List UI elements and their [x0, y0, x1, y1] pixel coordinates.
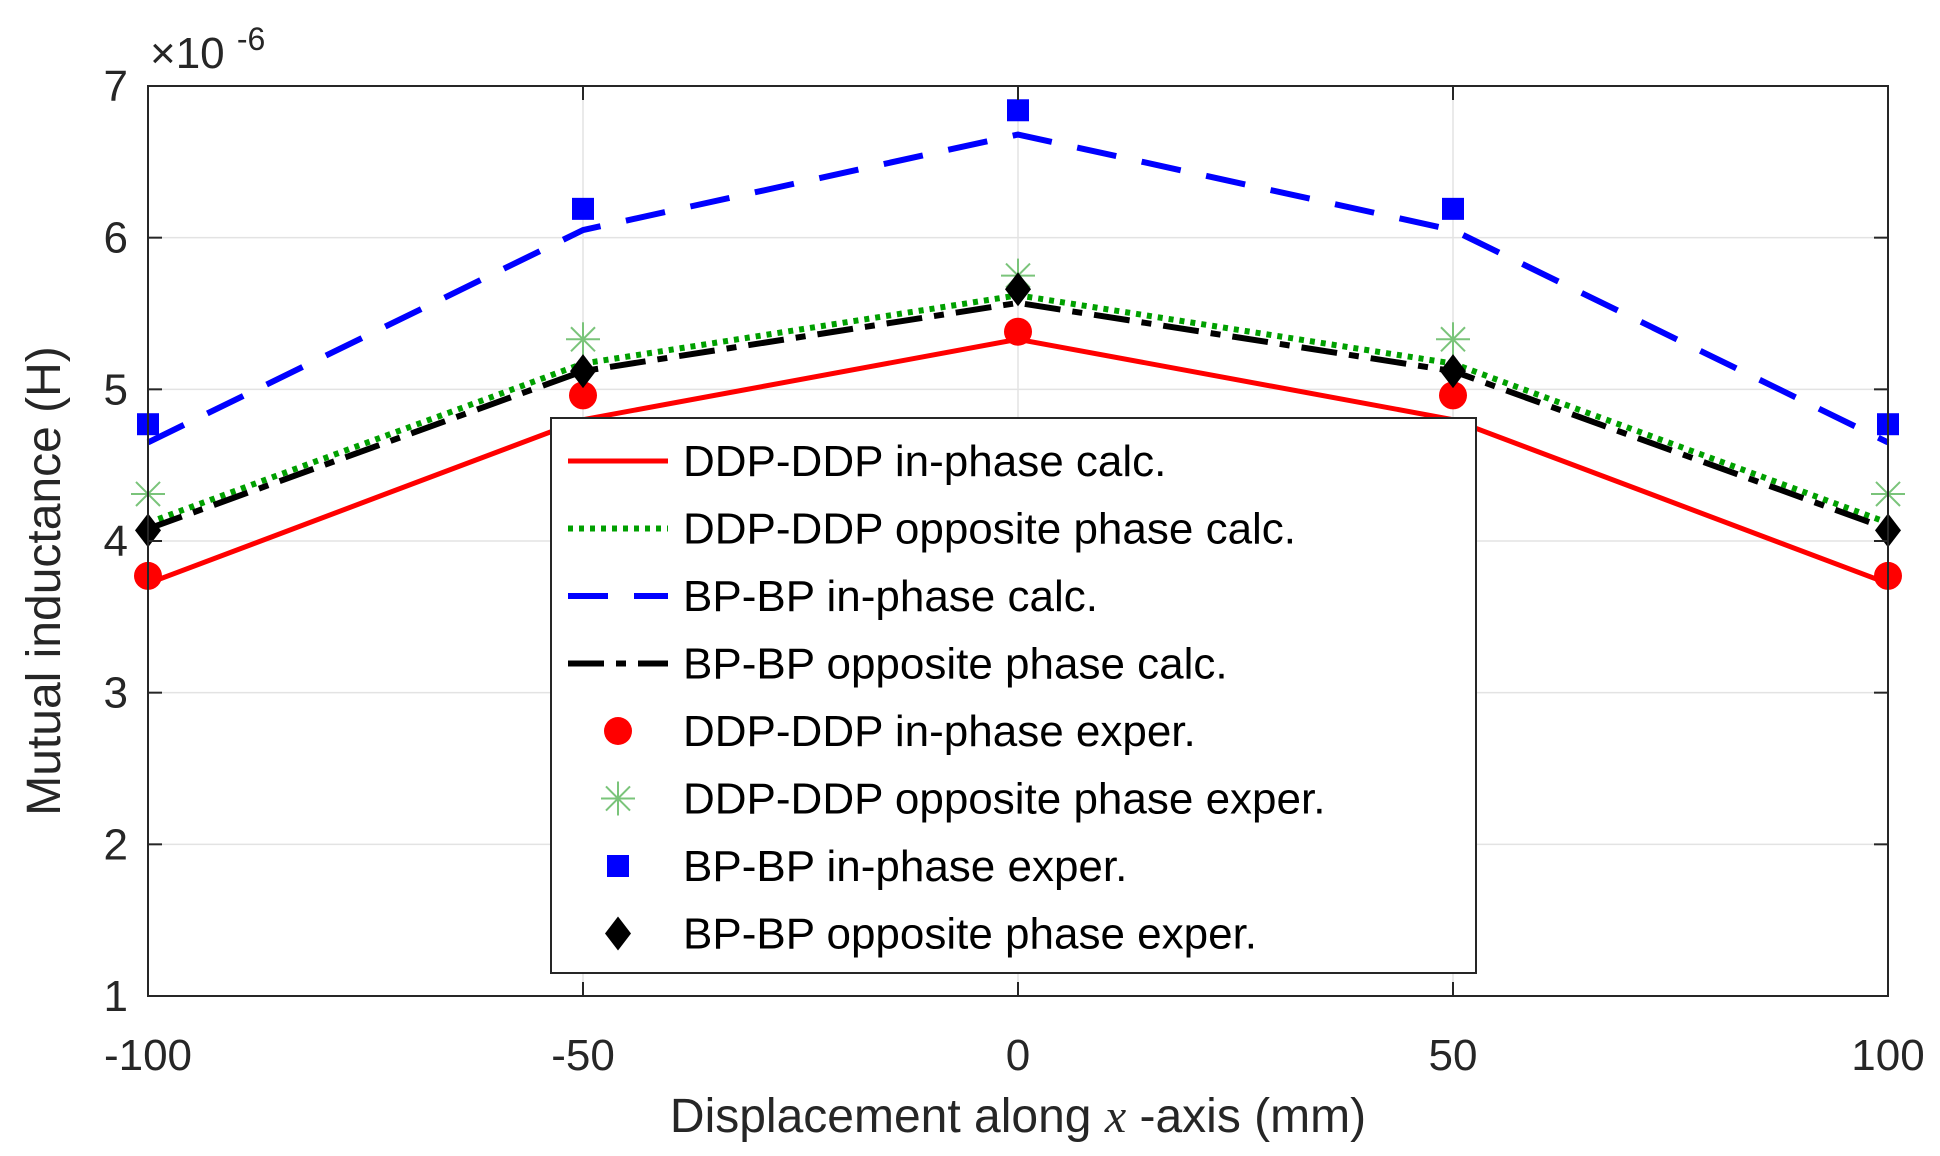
x-tick-label: 50: [1429, 1031, 1478, 1080]
data-point-circle: [569, 381, 597, 410]
x-axis-title-italic: x: [1104, 1090, 1126, 1143]
y-tick-label: 6: [104, 214, 128, 263]
legend-swatch-asterisk: [601, 781, 635, 816]
axis-ticks: -100 -50 0 50 100 1 2 3 4 5 6 7: [104, 62, 1925, 1080]
data-point-asterisk: [1436, 322, 1470, 357]
legend-entry-label: DDP-DDP in-phase exper.: [683, 707, 1196, 756]
x-tick-label: -100: [104, 1031, 192, 1080]
asterisk-stroke: [605, 785, 631, 812]
data-point-asterisk: [566, 322, 600, 357]
data-point-diamond: [1440, 354, 1466, 389]
legend: DDP-DDP in-phase calc. DDP-DDP opposite p…: [550, 417, 1477, 974]
legend-entry-label: BP-BP opposite phase exper.: [683, 910, 1257, 959]
series-line-3: [146, 299, 1890, 532]
y-tick-label: 4: [104, 517, 128, 566]
x-axis-title: Displacement along x -axis (mm): [670, 1090, 1366, 1143]
data-point-square: [572, 197, 594, 220]
legend-entry-label: DDP-DDP in-phase calc.: [683, 437, 1166, 486]
y-exponent-power: -6: [237, 21, 265, 57]
legend-entry-label: DDP-DDP opposite phase calc.: [683, 505, 1296, 554]
y-tick-label: 7: [104, 62, 128, 111]
data-point-circle: [1004, 317, 1032, 346]
y-tick-label: 5: [104, 365, 128, 414]
legend-entry-label: BP-BP in-phase exper.: [683, 842, 1127, 891]
x-axis-title-after: -axis (mm): [1139, 1090, 1366, 1143]
data-point-square: [1007, 99, 1029, 122]
legend-box: [550, 417, 1477, 974]
x-tick-label: -50: [551, 1031, 615, 1080]
x-axis-title-before: Displacement along: [670, 1090, 1105, 1143]
asterisk-stroke: [570, 326, 596, 353]
data-point-diamond: [570, 354, 596, 389]
y-tick-label: 2: [104, 820, 128, 869]
y-tick-label: 1: [104, 972, 128, 1021]
legend-entry-label: BP-BP opposite phase calc.: [683, 640, 1228, 689]
data-point-circle: [1439, 381, 1467, 410]
data-point-square: [1442, 197, 1464, 220]
y-tick-label: 3: [104, 669, 128, 718]
y-exponent-base: ×10: [150, 29, 225, 78]
series-line-2: [146, 131, 1890, 446]
y-exponent-label: ×10 -6: [150, 21, 265, 78]
y-axis-title: Mutual inductance (H): [18, 346, 71, 816]
legend-swatch-diamond: [605, 916, 631, 951]
asterisk-stroke: [1440, 326, 1466, 353]
x-tick-label: 0: [1006, 1031, 1030, 1080]
legend-swatch-square: [607, 855, 629, 877]
legend-swatch-circle: [604, 717, 632, 745]
data-point-diamond: [1005, 272, 1031, 307]
legend-entry-label: BP-BP in-phase calc.: [683, 572, 1098, 621]
legend-entry-label: DDP-DDP opposite phase exper.: [683, 775, 1325, 824]
x-tick-label: 100: [1851, 1031, 1924, 1080]
